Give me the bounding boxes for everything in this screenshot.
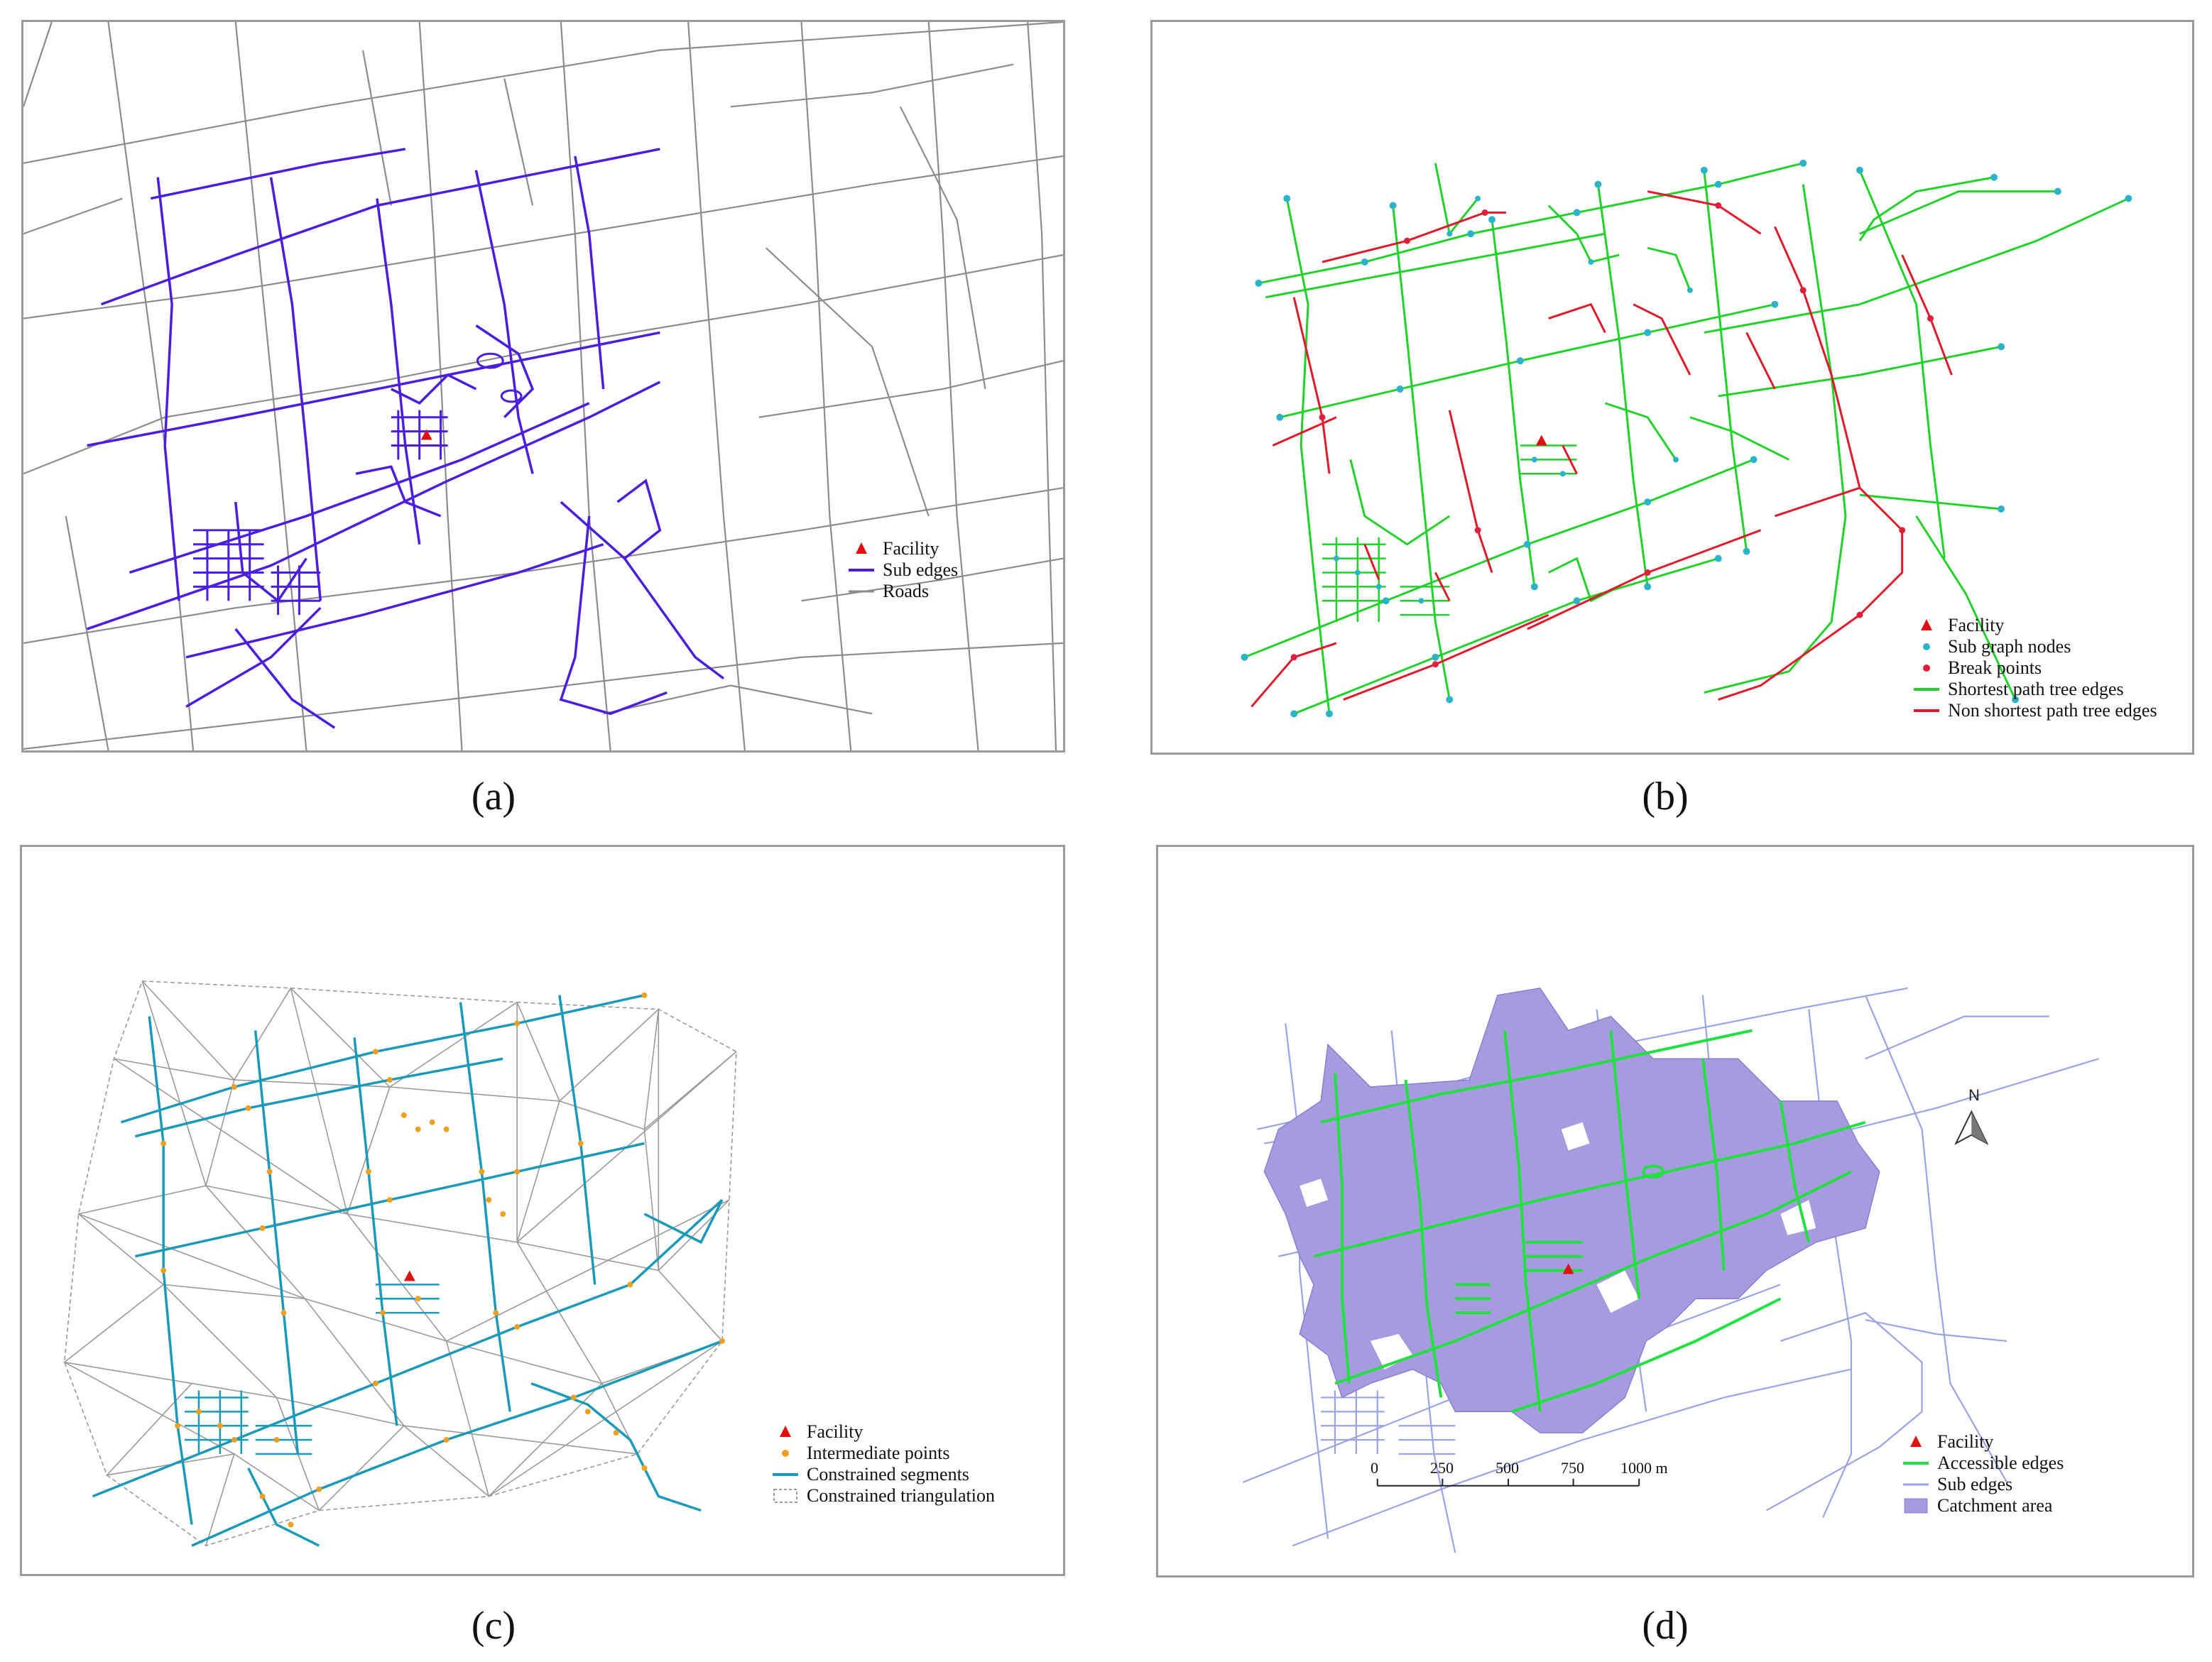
- panel-b: [1150, 20, 2194, 755]
- line-swatch-icon: [1903, 1474, 1929, 1495]
- line-swatch-icon: [1914, 679, 1939, 700]
- scale-label: 250: [1430, 1459, 1454, 1477]
- sub-edges-dense: [193, 352, 523, 616]
- panel-c: [20, 845, 1065, 1576]
- legend-row-spt-edges: Shortest path tree edges: [1914, 679, 2157, 700]
- line-swatch-icon: [773, 1464, 798, 1485]
- caption-c: (c): [471, 1604, 516, 1648]
- caption-b: (b): [1642, 775, 1689, 819]
- legend-row-sub-edges: Sub edges: [849, 559, 958, 581]
- legend-label: Catchment area: [1937, 1495, 2053, 1516]
- accessible-edges-layer: [1313, 1029, 1866, 1414]
- legend-row-sub-graph-nodes: Sub graph nodes: [1914, 636, 2157, 657]
- legend-row-facility: Facility: [773, 1421, 995, 1443]
- spt-edges-layer: [1243, 162, 2129, 715]
- catchment-holes: [1300, 1122, 1816, 1369]
- constrained-dense: [185, 1284, 440, 1455]
- intermediate-points: [160, 992, 725, 1528]
- scale-label: 750: [1561, 1459, 1584, 1477]
- legend-row-triangulation: Constrained triangulation: [773, 1485, 995, 1507]
- legend-label: Sub graph nodes: [1948, 636, 2071, 657]
- scale-label: 1000 m: [1620, 1459, 1668, 1477]
- legend-label: Non shortest path tree edges: [1948, 700, 2157, 721]
- line-swatch-icon: [849, 581, 874, 602]
- area-swatch-icon: [1903, 1495, 1929, 1516]
- catchment-area: [1263, 988, 1880, 1433]
- dashed-box-icon: [773, 1485, 798, 1507]
- facility-icon: [773, 1421, 798, 1443]
- legend-label: Intermediate points: [807, 1443, 950, 1463]
- legend-label: Shortest path tree edges: [1948, 679, 2124, 699]
- facility-marker-d: [1562, 1263, 1574, 1274]
- legend-row-sub-edges: Sub edges: [1903, 1474, 2064, 1495]
- legend-a: Facility Sub edges Roads: [849, 538, 958, 602]
- node-dot-icon: [1914, 636, 1939, 657]
- scale-bar-labels: 0 250 500 750 1000 m: [1371, 1459, 1669, 1480]
- break-points: [1290, 202, 1934, 668]
- break-dot-icon: [1914, 657, 1939, 679]
- facility-icon: [1903, 1431, 1929, 1453]
- legend-row-facility: Facility: [1903, 1431, 2064, 1453]
- legend-label: Constrained triangulation: [807, 1485, 996, 1506]
- line-swatch-icon: [1903, 1453, 1929, 1474]
- triangulation-layer: [62, 980, 737, 1547]
- legend-row-roads: Roads: [849, 581, 958, 602]
- legend-row-accessible-edges: Accessible edges: [1903, 1453, 2064, 1474]
- legend-b: Facility Sub graph nodes Break points Sh…: [1914, 615, 2157, 721]
- panel-a: [21, 20, 1065, 753]
- caption-a: (a): [471, 775, 516, 819]
- roads-layer: [23, 22, 1063, 750]
- legend-label: Facility: [1937, 1431, 1994, 1452]
- sub-graph-nodes: [1241, 159, 2132, 718]
- map-a: [23, 22, 1063, 750]
- legend-row-facility: Facility: [849, 538, 958, 559]
- legend-row-break-points: Break points: [1914, 657, 2157, 679]
- legend-c: Facility Intermediate points Constrained…: [773, 1421, 995, 1507]
- legend-label: Break points: [1948, 657, 2042, 678]
- line-swatch-icon: [849, 559, 874, 581]
- constrained-segments-layer: [92, 994, 724, 1547]
- north-label: N: [1968, 1086, 1980, 1104]
- legend-label: Roads: [883, 581, 929, 601]
- facility-marker-b: [1535, 434, 1547, 446]
- legend-row-constrained-segments: Constrained segments: [773, 1464, 995, 1485]
- scale-label: 0: [1371, 1459, 1378, 1477]
- map-b: [1241, 159, 2132, 718]
- facility-icon: [849, 538, 874, 559]
- line-swatch-icon: [1914, 700, 1939, 721]
- legend-row-non-spt-edges: Non shortest path tree edges: [1914, 700, 2157, 721]
- scale-label: 500: [1495, 1459, 1519, 1477]
- facility-marker-c: [403, 1270, 415, 1281]
- north-arrow: [1954, 1110, 1989, 1145]
- spt-dense: [1322, 444, 1577, 623]
- legend-label: Facility: [883, 538, 939, 559]
- legend-label: Sub edges: [1937, 1474, 2013, 1494]
- legend-label: Constrained segments: [807, 1464, 969, 1485]
- map-d: [1243, 987, 2099, 1553]
- legend-row-catchment: Catchment area: [1903, 1495, 2064, 1516]
- panel-d: [1156, 845, 2194, 1578]
- legend-label: Facility: [1948, 615, 2005, 635]
- facility-marker-a: [420, 429, 432, 440]
- non-spt-edges-layer: [1251, 190, 1953, 708]
- legend-row-facility: Facility: [1914, 615, 2157, 636]
- facility-icon: [1914, 615, 1939, 636]
- legend-label: Facility: [807, 1421, 863, 1442]
- legend-label: Accessible edges: [1937, 1453, 2064, 1473]
- legend-row-intermediate-points: Intermediate points: [773, 1443, 995, 1464]
- map-c: [62, 980, 737, 1547]
- point-dot-icon: [773, 1443, 798, 1464]
- legend-d: Facility Accessible edges Sub edges Catc…: [1903, 1431, 2064, 1516]
- caption-d: (d): [1642, 1604, 1689, 1648]
- scale-bar-line: [1376, 1478, 1640, 1487]
- legend-label: Sub edges: [883, 559, 959, 580]
